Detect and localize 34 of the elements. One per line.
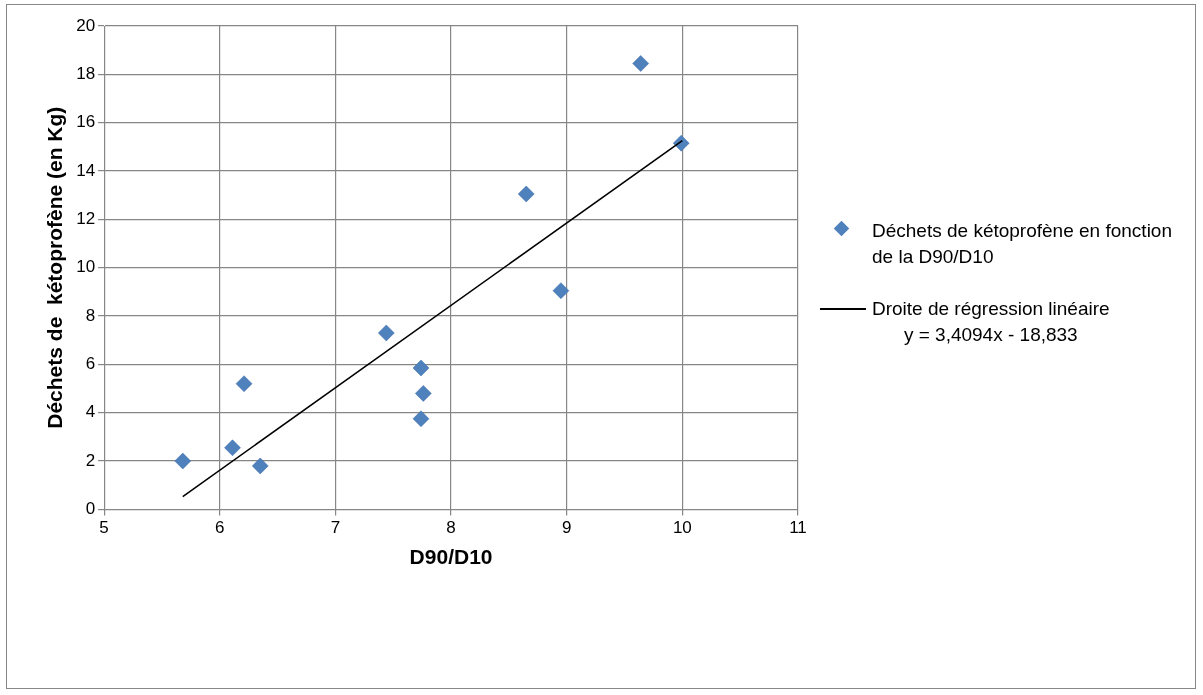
point (174, 452, 191, 470)
x-tick-label: 11 (789, 518, 807, 538)
point (517, 185, 535, 203)
point (412, 410, 430, 428)
point (378, 324, 395, 342)
x-axis-title: D90/D10 (409, 545, 493, 569)
point (412, 359, 430, 377)
y-tick-label: 2 (85, 450, 96, 470)
point (415, 385, 432, 402)
y-tick-label: 12 (76, 209, 96, 229)
y-axis-title: Déchets de kétoprofène (en Kg) (43, 106, 67, 429)
point (552, 282, 570, 299)
x-tick-label: 6 (215, 518, 225, 538)
legend-label: Déchets de kétoprofène en fonction de la D90/D10 (872, 219, 1173, 269)
point (224, 439, 241, 457)
y-tick-label: 14 (76, 160, 96, 180)
x-tick-label: 8 (446, 518, 456, 538)
x-tick-label: 5 (99, 518, 109, 538)
y-tick-label: 18 (76, 64, 96, 84)
y-tick-label: 16 (76, 112, 96, 132)
point (632, 55, 649, 72)
y-tick-label: 20 (76, 15, 96, 35)
y-tick-label: 10 (76, 257, 96, 277)
text: y = 3,4094x - 18,833 (902, 323, 1079, 347)
x-tick-label: 7 (330, 518, 341, 538)
point (251, 457, 269, 475)
point (235, 375, 253, 392)
legend-label: Droite de régression linéaire (872, 298, 1110, 319)
x-tick-label: 10 (672, 518, 692, 538)
y-tick-label: 6 (85, 354, 96, 374)
y-tick-label: 0 (85, 499, 96, 519)
x-tick-label: 9 (561, 518, 572, 538)
y-tick-label: 8 (85, 305, 96, 325)
y-tick-label: 4 (85, 402, 96, 422)
